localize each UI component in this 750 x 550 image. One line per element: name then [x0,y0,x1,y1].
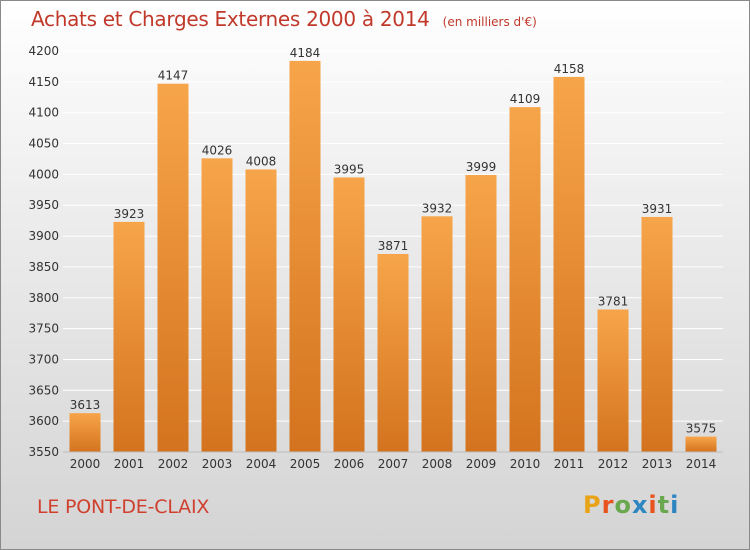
bar-2000 [69,413,101,452]
y-tick-label: 3650 [28,383,59,397]
data-label-2004: 4008 [246,154,277,168]
data-label-2007: 3871 [378,239,409,253]
logo-letter: i [648,491,658,519]
logo-letter: x [631,491,649,519]
bar-2006 [333,177,365,452]
x-tick-label: 2001 [114,457,145,471]
y-tick-label: 3800 [28,291,59,305]
y-tick-label: 4200 [28,44,59,58]
x-tick-label: 2010 [510,457,541,471]
logo-letter: t [657,491,671,519]
x-tick-labels: 2000 2001 2002 2003 2004 2005 2006 2007 2008 2009… [70,457,717,471]
y-tick-label: 4150 [28,75,59,89]
bars [69,60,717,453]
data-label-2000: 3613 [70,398,101,412]
data-label-2011: 4158 [554,62,585,76]
x-tick-label: 2003 [202,457,233,471]
bar-2014 [685,436,717,452]
y-tick-label: 3900 [28,229,59,243]
logo-letter: o [614,491,632,519]
bar-2004 [245,169,277,453]
logo-letter: r [601,491,615,519]
x-tick-label: 2002 [158,457,189,471]
x-tick-label: 2008 [422,457,453,471]
bar-2005 [289,60,321,453]
y-tick-label: 3750 [28,322,59,336]
data-label-2013: 3931 [642,202,673,216]
bar-2013 [641,216,673,452]
bar-2012 [597,309,629,452]
x-tick-label: 2013 [642,457,673,471]
data-label-2012: 3781 [598,294,629,308]
bar-2003 [201,158,233,453]
data-labels: 3613 3923 4147 4026 4008 4184 3995 3871 3932 3999… [70,46,717,436]
commune-name: LE PONT-DE-CLAIX [37,496,210,518]
y-tick-label: 4000 [28,167,59,181]
data-label-2010: 4109 [510,92,541,106]
x-tick-label: 2004 [246,457,277,471]
bar-2001 [113,221,145,452]
x-tick-label: 2005 [290,457,321,471]
x-tick-label: 2009 [466,457,497,471]
bar-2008 [421,216,453,452]
bar-2010 [509,107,541,452]
data-label-2002: 4147 [158,69,189,83]
y-tick-label: 4050 [28,137,59,151]
y-tick-label: 3550 [28,445,59,459]
y-tick-label: 4100 [28,106,59,120]
bar-2009 [465,175,497,453]
data-label-2008: 3932 [422,201,453,215]
x-tick-label: 2012 [598,457,629,471]
x-tick-label: 2000 [70,457,101,471]
data-label-2009: 3999 [466,160,497,174]
y-tick-labels: 3550 3600 3650 3700 3750 3800 3850 3900 3950 4000… [28,44,59,459]
data-label-2003: 4026 [202,143,233,157]
x-tick-label: 2006 [334,457,365,471]
data-label-2005: 4184 [290,46,321,60]
logo-letter: P [583,491,602,519]
x-tick-label: 2014 [686,457,717,471]
data-label-2006: 3995 [334,162,365,176]
x-tick-label: 2011 [554,457,585,471]
chart-unit: (en milliers d'€) [442,15,537,29]
data-label-2014: 3575 [686,422,717,436]
bar-2007 [377,253,409,452]
y-tick-label: 3950 [28,198,59,212]
title-row: Achats et Charges Externes 2000 à 2014 (… [31,7,537,31]
data-label-2001: 3923 [114,207,145,221]
x-tick-label: 2007 [378,457,409,471]
y-tick-label: 3850 [28,260,59,274]
bar-2011 [553,76,585,452]
chart-title: Achats et Charges Externes 2000 à 2014 [31,7,430,31]
logo-letter: i [670,491,680,519]
y-tick-label: 3700 [28,352,59,366]
bar-2002 [157,83,189,452]
y-tick-label: 3600 [28,414,59,428]
proxiti-logo: Proxiti [583,491,679,519]
